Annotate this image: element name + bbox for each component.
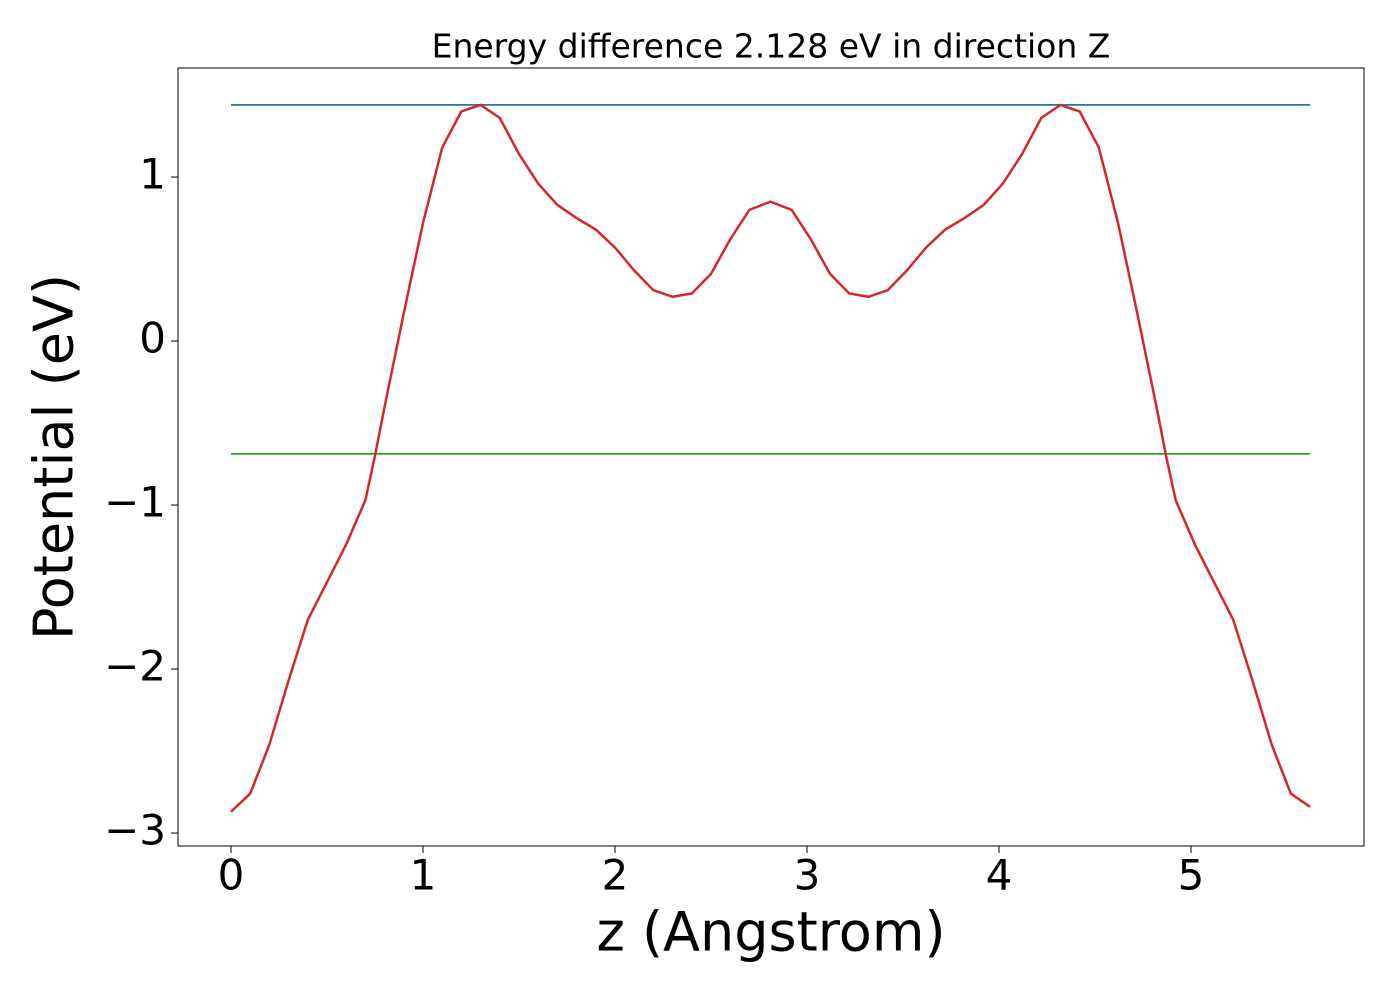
x-tick-label: 4 — [986, 851, 1013, 900]
y-axis-label: Potential (eV) — [23, 274, 86, 640]
x-axis-label: z (Angstrom) — [596, 901, 945, 964]
data-line — [230, 103, 1311, 813]
y-tick-label: −3 — [104, 806, 166, 855]
y-tick-label: 0 — [139, 314, 166, 363]
y-tick-label: −1 — [104, 478, 166, 527]
chart-title: Energy difference 2.128 eV in direction … — [432, 27, 1111, 66]
x-tick-label: 2 — [602, 851, 629, 900]
y-tick-label: 1 — [139, 150, 166, 199]
x-tick-label: 3 — [794, 851, 821, 900]
y-tick-label: −2 — [104, 642, 166, 691]
x-tick-label: 1 — [410, 851, 437, 900]
plot-frame — [177, 67, 1365, 847]
x-tick-label: 0 — [218, 851, 245, 900]
x-tick-label: 5 — [1178, 851, 1205, 900]
